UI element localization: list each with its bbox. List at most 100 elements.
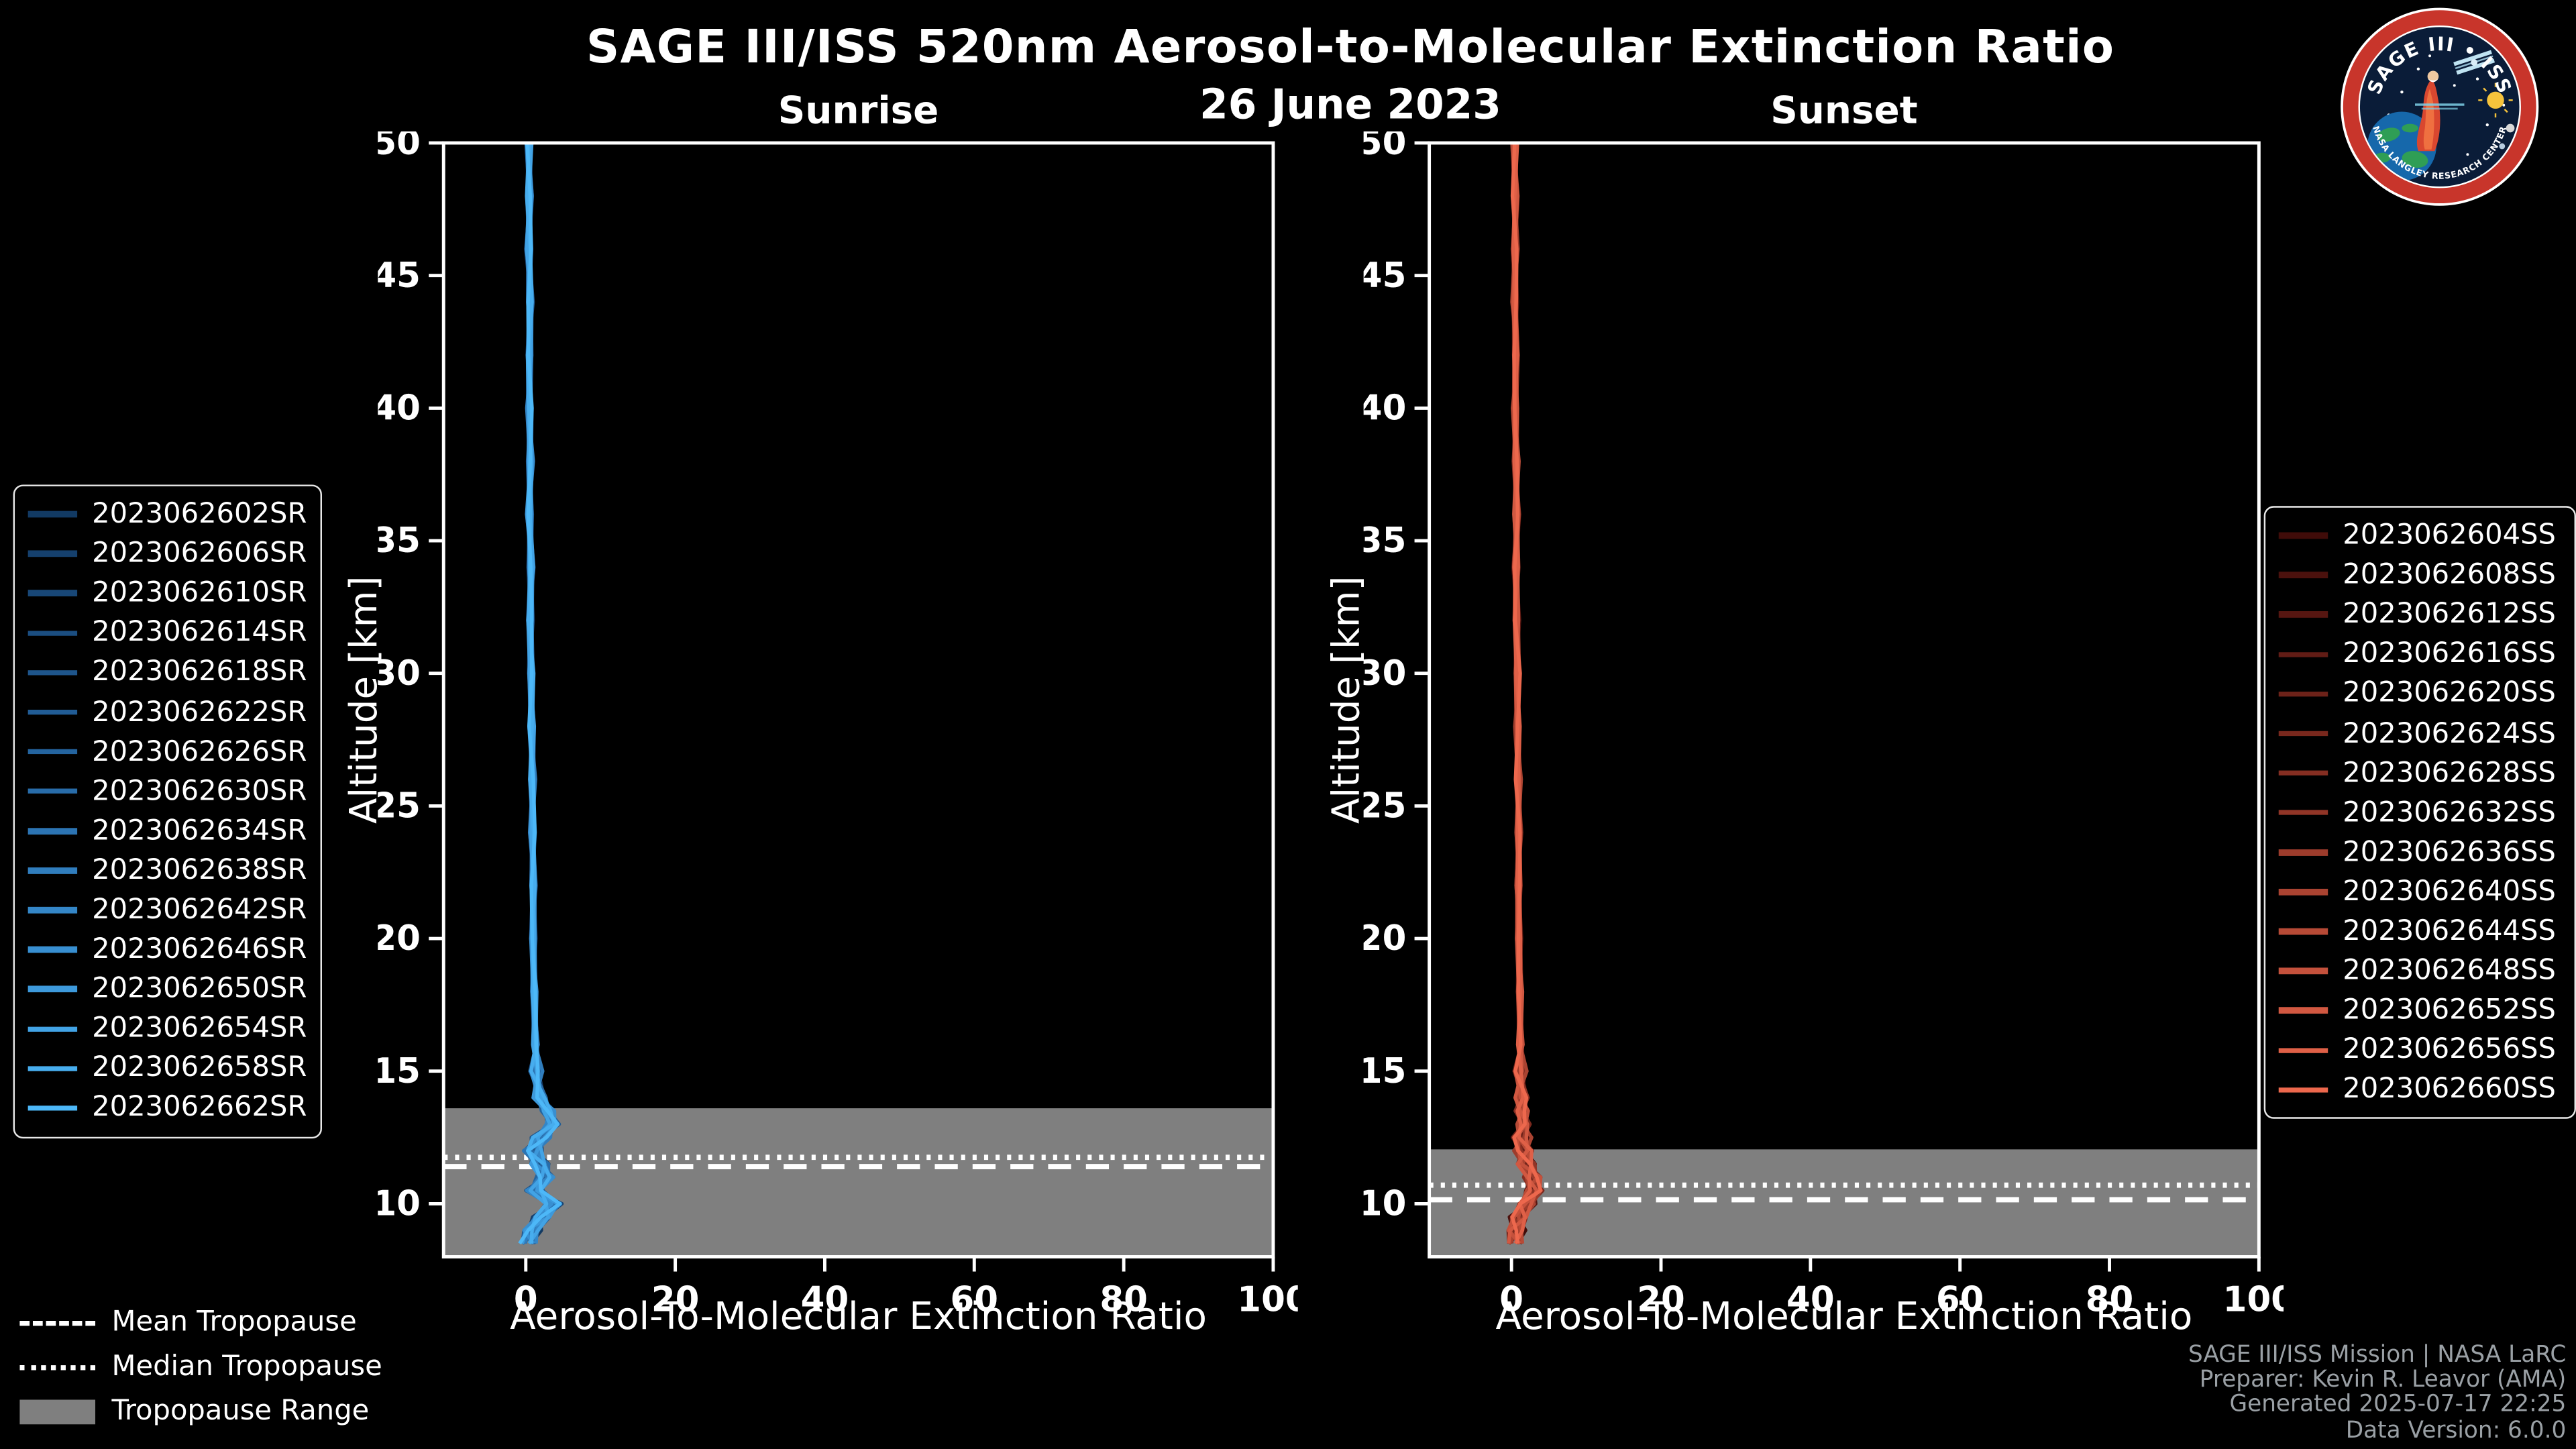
y-tick-label: 40 (1364, 388, 1407, 429)
legend-item: 2023062608SS (2278, 555, 2561, 595)
credits: SAGE III/ISS Mission | NASA LaRC Prepare… (2188, 1342, 2567, 1444)
legend-item: 2023062628SS (2278, 753, 2561, 793)
legend-label: 2023062646SR (92, 933, 307, 967)
credit-line-preparer: Preparer: Kevin R. Leavor (AMA) (2199, 1367, 2567, 1394)
iss-icon (2453, 50, 2496, 75)
credit-line-mission: SAGE III/ISS Mission | NASA LaRC (2188, 1342, 2567, 1369)
legend-item: 2023062602SR (28, 494, 307, 534)
legend-item: 2023062662SR (28, 1088, 307, 1128)
legend-item: 2023062630SR (28, 771, 307, 811)
mean-tropopause-legend-item: Mean Tropopause (19, 1306, 382, 1339)
legend-label: 2023062632SS (2343, 796, 2557, 830)
y-tick-label: 15 (1364, 1051, 1407, 1091)
legend-item: 2023062658SR (28, 1049, 307, 1088)
legend-label: 2023062656SS (2343, 1034, 2557, 1067)
tropopause-range-legend-item: Tropopause Range (19, 1395, 382, 1428)
legend-item: 2023062640SS (2278, 872, 2561, 912)
legend-label: 2023062606SR (92, 537, 307, 571)
legend-item: 2023062618SR (28, 653, 307, 692)
x-axis-label-sunset: Aerosol-To-Molecular Extinction Ratio (1495, 1296, 2193, 1339)
legend-item: 2023062632SS (2278, 793, 2561, 833)
page-title: SAGE III/ISS 520nm Aerosol-to-Molecular … (586, 19, 2115, 74)
legend-label: 2023062654SR (92, 1012, 307, 1046)
legend-line-swatch (28, 788, 78, 794)
legend-label: 2023062604SS (2343, 519, 2557, 552)
legend-label: 2023062650SR (92, 973, 307, 1006)
y-tick-label: 10 (378, 1184, 421, 1224)
credit-line-generated: Generated 2025-07-17 22:25 (2229, 1392, 2567, 1419)
legend-item: 2023062648SS (2278, 951, 2561, 991)
legend-item: 2023062624SS (2278, 714, 2561, 753)
legend-label: 2023062608SS (2343, 558, 2557, 592)
tropopause-range-band (443, 1108, 1273, 1257)
median-tropopause-legend-item: Median Tropopause (19, 1350, 382, 1383)
moon-icon (2506, 123, 2515, 133)
range-band-swatch (19, 1399, 96, 1424)
tropopause-legend: Mean Tropopause Median Tropopause Tropop… (19, 1306, 382, 1428)
dashed-line-swatch (19, 1320, 96, 1326)
legend-label: 2023062662SR (92, 1091, 307, 1125)
legend-label: 2023062622SR (92, 696, 307, 729)
sunrise-plot: 10 15 20 25 30 35 40 45 50 0 20 40 60 80 100 (378, 131, 1297, 1314)
y-axis-label-sunset: Altitude [km] (1326, 576, 1369, 824)
y-tick-label: 45 (1364, 256, 1407, 296)
legend-line-swatch (28, 828, 78, 834)
legend-label: 2023062614SR (92, 616, 307, 650)
legend-line-swatch (2278, 533, 2328, 539)
legend-item: 2023062660SS (2278, 1070, 2561, 1110)
y-tick-label: 50 (1364, 131, 1407, 163)
legend-line-swatch (2278, 1087, 2328, 1093)
logo-subtitle-lines (2415, 103, 2465, 110)
dotted-line-swatch (19, 1364, 96, 1370)
x-tick-label: 100 (2223, 1279, 2284, 1314)
legend-line-swatch (28, 511, 78, 517)
x-tick-label: 60 (951, 1279, 999, 1314)
legend-item: 2023062654SR (28, 1009, 307, 1049)
legend-line-swatch (28, 669, 78, 676)
legend-item: 2023062626SR (28, 732, 307, 771)
legend-item: 2023062622SR (28, 692, 307, 732)
x-axis-label-sunrise: Aerosol-To-Molecular Extinction Ratio (510, 1296, 1208, 1339)
tropopause-range-label: Tropopause Range (111, 1395, 370, 1428)
x-tick-label: 100 (1237, 1279, 1297, 1314)
legend-item: 2023062620SS (2278, 674, 2561, 714)
legend-line-swatch (2278, 1047, 2328, 1053)
legend-line-swatch (28, 947, 78, 953)
legend-label: 2023062638SR (92, 854, 307, 888)
legend-item: 2023062636SS (2278, 833, 2561, 872)
legend-line-swatch (28, 1026, 78, 1032)
legend-item: 2023062644SS (2278, 912, 2561, 951)
legend-line-swatch (2278, 968, 2328, 974)
x-tick-label: 0 (514, 1279, 538, 1314)
y-tick-label: 20 (378, 918, 421, 959)
profile-line (518, 143, 562, 1245)
legend-label: 2023062642SR (92, 894, 307, 927)
tropopause-range-band (1429, 1149, 2259, 1257)
x-tick-label: 40 (1786, 1279, 1835, 1314)
legend-item: 2023062650SR (28, 969, 307, 1009)
y-tick-label: 30 (378, 653, 421, 694)
legend-line-swatch (28, 551, 78, 557)
x-tick-label: 80 (2086, 1279, 2134, 1314)
plot-frame (1428, 141, 2261, 1258)
profile-line (1510, 143, 1543, 1244)
y-tick-label: 35 (1364, 521, 1407, 561)
legend-item: 2023062616SS (2278, 635, 2561, 674)
y-tick-label: 40 (378, 388, 421, 429)
panel-title-sunset: Sunset (1770, 90, 1918, 133)
legend-item: 2023062646SR (28, 930, 307, 969)
legend-label: 2023062610SR (92, 577, 307, 610)
legend-label: 2023062640SS (2343, 875, 2557, 909)
legend-label: 2023062628SS (2343, 757, 2557, 790)
legend-line-swatch (28, 1065, 78, 1072)
legend-label: 2023062636SS (2343, 836, 2557, 869)
legend-label: 2023062658SR (92, 1052, 307, 1085)
legend-label: 2023062630SR (92, 775, 307, 808)
y-tick-label: 35 (378, 521, 421, 561)
legend-label: 2023062652SS (2343, 994, 2557, 1028)
legend-item: 2023062614SR (28, 613, 307, 653)
legend-item: 2023062612SS (2278, 595, 2561, 635)
legend-label: 2023062626SR (92, 735, 307, 769)
y-tick-label: 30 (1364, 653, 1407, 694)
y-tick-label: 10 (1364, 1184, 1407, 1224)
